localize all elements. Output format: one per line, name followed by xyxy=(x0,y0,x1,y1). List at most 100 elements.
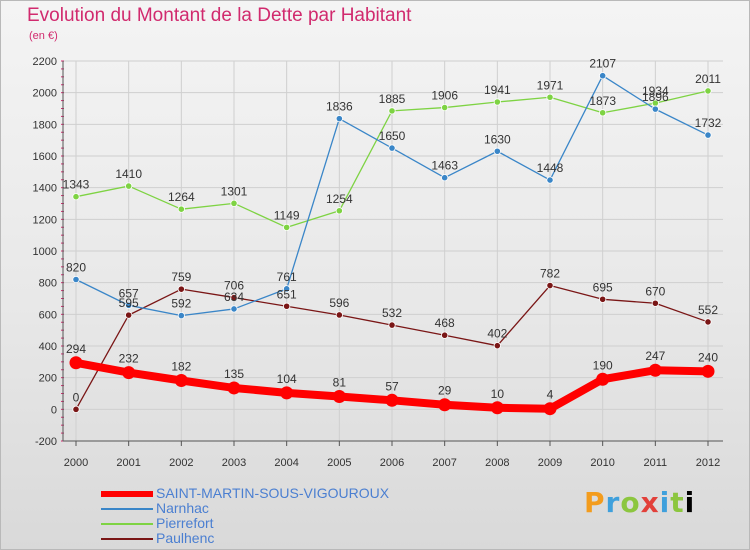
data-label: 190 xyxy=(593,358,613,372)
grid-lines xyxy=(63,60,723,442)
data-point xyxy=(651,299,659,307)
data-point xyxy=(335,115,343,123)
data-point xyxy=(72,193,80,201)
data-label: 135 xyxy=(224,367,244,381)
logo-letter: o xyxy=(620,486,641,519)
data-label: 1836 xyxy=(326,100,353,114)
data-point xyxy=(543,402,557,416)
data-label: 706 xyxy=(224,279,244,293)
x-tick-label: 2001 xyxy=(116,457,140,469)
x-tick-label: 2003 xyxy=(222,457,246,469)
data-label: 2011 xyxy=(695,72,721,86)
data-point xyxy=(441,174,449,182)
x-tick-label: 2007 xyxy=(432,457,456,469)
data-label: 468 xyxy=(435,316,455,330)
y-tick-label: 1600 xyxy=(33,151,57,163)
legend-swatch xyxy=(101,523,153,525)
data-label: 57 xyxy=(385,379,399,393)
data-point xyxy=(177,311,185,320)
data-point xyxy=(332,390,346,404)
x-tick-label: 2009 xyxy=(538,457,562,469)
data-point xyxy=(283,285,291,293)
y-tick-label: 1400 xyxy=(33,183,57,195)
x-tick-label: 2008 xyxy=(485,457,509,469)
data-point xyxy=(599,109,607,117)
data-label: 1254 xyxy=(326,192,353,206)
data-point xyxy=(230,199,238,207)
legend-label: SAINT-MARTIN-SOUS-VIGOUROUX xyxy=(156,485,390,501)
y-tick-label: 0 xyxy=(51,404,57,416)
data-point xyxy=(493,98,501,106)
data-label: 1941 xyxy=(484,83,511,97)
data-point xyxy=(227,381,241,395)
data-point xyxy=(546,281,554,290)
y-tick-label: 200 xyxy=(39,373,57,385)
data-point xyxy=(441,103,449,112)
data-label: 10 xyxy=(491,387,505,401)
data-label: 670 xyxy=(645,284,665,298)
data-label: 1906 xyxy=(431,89,458,103)
data-label: 294 xyxy=(66,342,86,356)
logo-letter: P xyxy=(584,486,606,519)
data-point xyxy=(385,393,399,407)
legend-swatch xyxy=(101,508,153,510)
data-point xyxy=(72,405,80,413)
data-point xyxy=(701,364,715,378)
y-tick-label: -200 xyxy=(35,436,57,448)
legend-swatch xyxy=(101,491,153,497)
data-point xyxy=(596,372,610,386)
x-tick-label: 2006 xyxy=(380,457,404,469)
data-label: 1971 xyxy=(537,78,564,92)
data-point xyxy=(388,107,396,115)
data-point xyxy=(72,275,80,284)
data-point xyxy=(599,72,607,80)
data-label: 81 xyxy=(333,376,347,390)
data-point xyxy=(651,105,659,113)
x-tick-label: 2010 xyxy=(590,457,614,469)
data-label: 1873 xyxy=(589,94,616,108)
data-label: 29 xyxy=(438,384,452,398)
series-layer xyxy=(69,72,715,416)
data-label: 634 xyxy=(224,290,244,304)
data-point xyxy=(704,318,712,326)
logo-letter: i xyxy=(684,486,696,519)
data-point xyxy=(388,144,396,152)
logo-letter: t xyxy=(670,486,685,519)
y-tick-label: 1000 xyxy=(33,246,57,258)
data-label: 657 xyxy=(119,286,139,300)
y-tick-label: 600 xyxy=(39,309,57,321)
y-tick-label: 2200 xyxy=(33,56,57,68)
data-point xyxy=(388,321,396,329)
data-point xyxy=(122,366,136,380)
data-label: 1410 xyxy=(115,167,142,181)
data-label: 1650 xyxy=(379,129,406,143)
data-point xyxy=(335,207,343,215)
logo-letter: x xyxy=(640,486,660,519)
x-tick-label: 2011 xyxy=(644,457,668,469)
data-point xyxy=(280,386,294,400)
data-label: 104 xyxy=(277,372,297,386)
data-point xyxy=(69,356,83,370)
x-tick-label: 2005 xyxy=(327,457,351,469)
data-point xyxy=(230,305,238,313)
data-point xyxy=(283,223,291,232)
data-point xyxy=(125,301,133,309)
data-label: 596 xyxy=(329,296,349,310)
data-label: 695 xyxy=(593,280,613,294)
x-tick-label: 2012 xyxy=(696,457,720,469)
data-point xyxy=(704,87,712,95)
y-tick-label: 1200 xyxy=(33,214,57,226)
data-point xyxy=(493,342,501,350)
data-point xyxy=(490,401,504,415)
data-point xyxy=(230,293,238,302)
data-label: 761 xyxy=(277,270,297,284)
data-label: 651 xyxy=(277,287,297,301)
data-label: 820 xyxy=(66,261,86,275)
data-label: 232 xyxy=(119,352,139,366)
data-label: 1448 xyxy=(537,161,564,175)
data-label: 1149 xyxy=(274,208,300,222)
data-label: 2107 xyxy=(589,57,616,71)
data-point xyxy=(648,363,662,377)
